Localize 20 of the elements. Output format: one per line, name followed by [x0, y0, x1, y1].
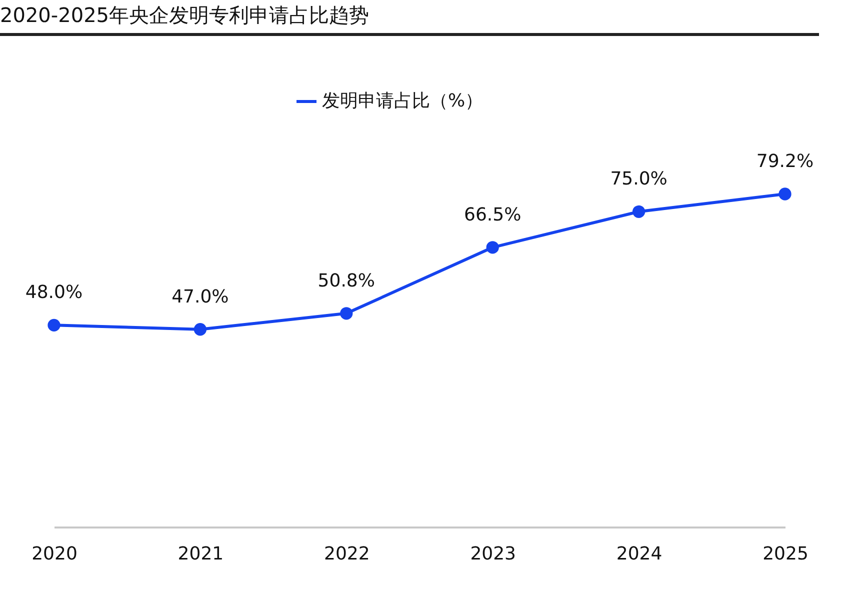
- x-tick-label: 2020: [32, 544, 78, 564]
- data-label: 75.0%: [610, 168, 668, 190]
- point: [632, 205, 646, 218]
- data-label: 47.0%: [172, 286, 229, 308]
- x-tick-label: 2021: [178, 544, 224, 564]
- chart-title: 2020-2025年央企发明专利申请占比趋势: [0, 2, 370, 29]
- data-label: 48.0%: [25, 282, 83, 304]
- point: [778, 188, 792, 200]
- x-tick-label: 2022: [324, 544, 370, 564]
- point: [486, 241, 499, 254]
- point: [48, 318, 60, 332]
- data-label: 79.2%: [756, 151, 814, 172]
- point: [340, 307, 353, 320]
- data-label: 66.5%: [464, 204, 522, 226]
- legend-label: 发明申请占比（%）: [322, 90, 484, 112]
- x-tick-label: 2025: [762, 544, 808, 564]
- x-tick-label: 2023: [470, 544, 516, 564]
- data-label: 50.8%: [318, 270, 375, 292]
- x-tick-label: 2024: [616, 544, 662, 564]
- point: [194, 323, 207, 336]
